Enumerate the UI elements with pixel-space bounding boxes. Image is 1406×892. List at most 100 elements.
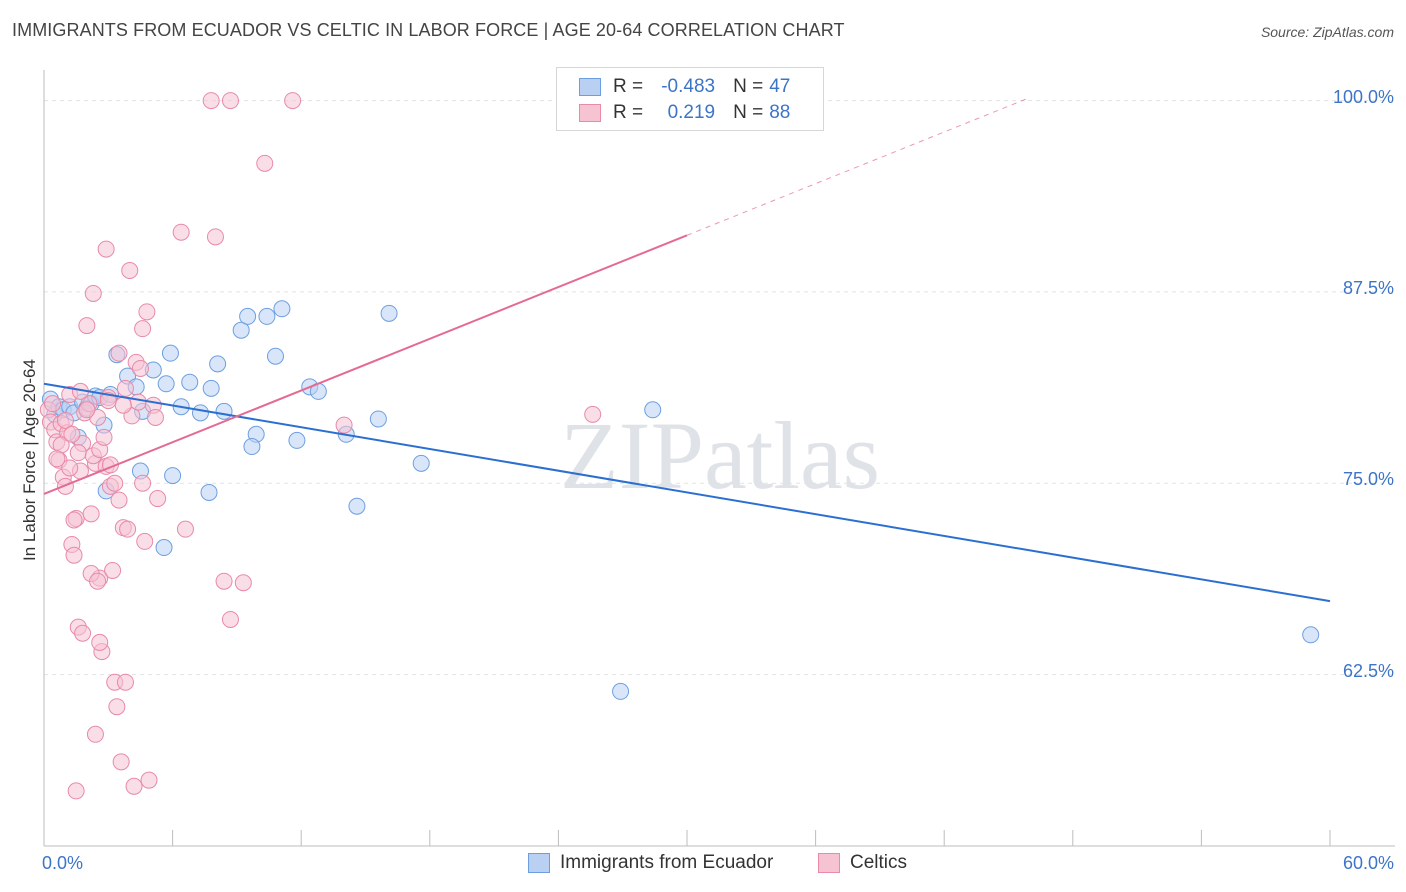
ecuador-point — [161, 344, 179, 362]
celtics-point — [206, 228, 224, 246]
ecuador-point — [644, 401, 662, 419]
ecuador-legend-swatch-icon — [528, 853, 550, 873]
celtics-point — [129, 393, 147, 411]
celtics-trend-line — [43, 234, 688, 495]
ecuador-point — [258, 307, 276, 325]
celtics-point — [69, 444, 87, 462]
ecuador-point — [243, 438, 261, 456]
celtics-point — [48, 450, 66, 468]
celtics-point — [119, 520, 137, 538]
celtics-point — [116, 379, 134, 397]
axis-layer — [43, 70, 1395, 847]
ecuador-point — [215, 402, 233, 420]
ecuador-point — [191, 404, 209, 422]
ecuador-point — [164, 467, 182, 485]
ecuador-point — [155, 539, 173, 557]
n-label: N = — [733, 102, 764, 123]
celtics-trend-line-extension — [686, 97, 1031, 236]
celtics-point — [110, 344, 128, 362]
ecuador-point — [273, 300, 291, 318]
celtics-point — [44, 395, 62, 413]
ecuador-swatch-icon — [579, 78, 601, 96]
ecuador-point — [380, 304, 398, 322]
celtics-point — [91, 633, 109, 651]
trend-layer — [43, 97, 1331, 603]
celtics-point — [172, 223, 190, 241]
celtics-point — [215, 572, 233, 590]
stats-legend-row-ecuador: R = -0.483 N = 47 — [579, 74, 790, 100]
celtics-point — [234, 574, 252, 592]
chart-source: Source: ZipAtlas.com — [1260, 24, 1394, 40]
r-label: R = — [613, 102, 644, 123]
celtics-point — [146, 408, 164, 426]
celtics-point — [202, 92, 220, 110]
ecuador-point — [288, 431, 306, 449]
celtics-point — [116, 673, 134, 691]
ecuador-point — [200, 483, 218, 501]
celtics-point — [89, 572, 107, 590]
celtics-point — [114, 396, 132, 414]
celtics-point — [56, 412, 74, 430]
y-tick-87-5: 87.5% — [1342, 278, 1394, 298]
y-tick-100: 100.0% — [1332, 87, 1394, 107]
legend-label-ecuador: Immigrants from Ecuador — [560, 852, 774, 873]
celtics-point — [131, 359, 149, 377]
stats-legend-row-celtics: R = 0.219 N = 88 — [579, 100, 790, 126]
series-legend: Immigrants from Ecuador Celtics — [0, 852, 1406, 878]
celtics-point — [584, 405, 602, 423]
celtics-point — [176, 520, 194, 538]
celtics-swatch-icon — [579, 104, 601, 122]
ecuador-point — [612, 682, 630, 700]
celtics-point — [221, 92, 239, 110]
celtics-point — [149, 490, 167, 508]
celtics-point — [284, 92, 302, 110]
y-axis-label: In Labor Force | Age 20-64 — [20, 359, 39, 561]
ecuador-point — [239, 307, 257, 325]
celtics-point — [256, 154, 274, 172]
celtics-point — [104, 561, 122, 579]
celtics-point — [110, 491, 128, 509]
celtics-point — [74, 624, 92, 642]
celtics-point — [82, 505, 100, 523]
legend-label-celtics: Celtics — [850, 852, 908, 873]
n-label: N = — [733, 76, 764, 97]
celtics-point — [140, 771, 158, 789]
ecuador-point — [209, 355, 227, 373]
celtics-point — [106, 474, 124, 492]
celtics-point — [78, 401, 96, 419]
celtics-point — [125, 777, 143, 795]
celtics-point — [63, 425, 81, 443]
celtics-point — [84, 284, 102, 302]
legend-item-celtics[interactable]: Celtics — [818, 852, 907, 874]
y-tick-75: 75.0% — [1342, 469, 1394, 489]
x-tick-min: 0.0% — [42, 853, 84, 873]
y-tick-62-5: 62.5% — [1342, 661, 1394, 681]
ecuador-point — [202, 379, 220, 397]
legend-item-ecuador[interactable]: Immigrants from Ecuador — [528, 852, 773, 874]
celtics-point — [97, 240, 115, 258]
celtics-point — [95, 428, 113, 446]
celtics-point — [136, 532, 154, 550]
n-value-ecuador: 47 — [769, 76, 791, 97]
celtics-point — [138, 303, 156, 321]
x-tick-max: 60.0% — [1342, 853, 1394, 873]
celtics-point — [65, 546, 83, 564]
celtics-legend-swatch-icon — [818, 853, 840, 873]
celtics-point — [221, 610, 239, 628]
n-value-celtics: 88 — [769, 102, 791, 123]
r-label: R = — [613, 76, 644, 97]
chart-title: IMMIGRANTS FROM ECUADOR VS CELTIC IN LAB… — [12, 20, 845, 40]
celtics-point — [65, 511, 83, 529]
ecuador-point — [369, 410, 387, 428]
ecuador-point — [266, 347, 284, 365]
celtics-point — [86, 725, 104, 743]
ecuador-point — [232, 321, 250, 339]
ecuador-trend-line — [43, 382, 1331, 603]
ecuador-point — [157, 375, 175, 393]
celtics-point — [108, 698, 126, 716]
celtics-point — [121, 262, 139, 280]
celtics-point — [112, 753, 130, 771]
r-value-celtics: 0.219 — [667, 102, 716, 123]
ecuador-point — [348, 497, 366, 515]
